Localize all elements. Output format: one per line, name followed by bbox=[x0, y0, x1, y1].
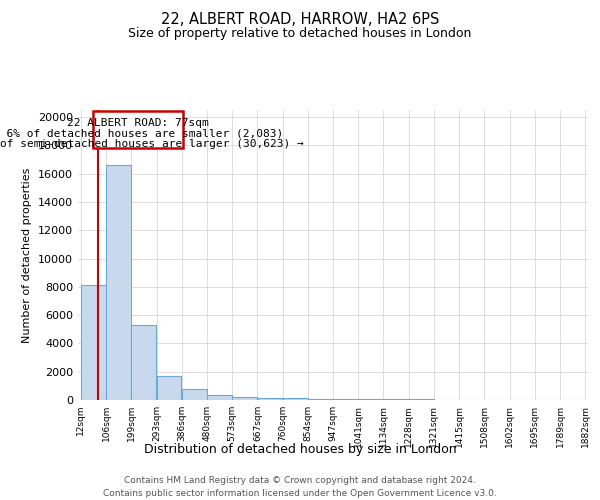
Bar bbox=[283, 398, 308, 400]
Text: Contains public sector information licensed under the Open Government Licence v3: Contains public sector information licen… bbox=[103, 489, 497, 498]
Text: ← 6% of detached houses are smaller (2,083): ← 6% of detached houses are smaller (2,0… bbox=[0, 128, 283, 138]
Text: Distribution of detached houses by size in London: Distribution of detached houses by size … bbox=[143, 442, 457, 456]
Bar bbox=[257, 398, 283, 400]
Text: 22 ALBERT ROAD: 77sqm: 22 ALBERT ROAD: 77sqm bbox=[67, 118, 209, 128]
Bar bbox=[308, 399, 333, 400]
Bar bbox=[106, 165, 131, 400]
Bar bbox=[207, 394, 232, 400]
Bar bbox=[333, 399, 358, 400]
Bar bbox=[157, 376, 181, 400]
Text: 93% of semi-detached houses are larger (30,623) →: 93% of semi-detached houses are larger (… bbox=[0, 139, 304, 149]
Y-axis label: Number of detached properties: Number of detached properties bbox=[22, 168, 32, 342]
Bar bbox=[358, 399, 383, 400]
Bar bbox=[131, 325, 157, 400]
Bar bbox=[232, 396, 257, 400]
Bar bbox=[182, 388, 207, 400]
Text: 22, ALBERT ROAD, HARROW, HA2 6PS: 22, ALBERT ROAD, HARROW, HA2 6PS bbox=[161, 12, 439, 28]
Text: Size of property relative to detached houses in London: Size of property relative to detached ho… bbox=[128, 28, 472, 40]
Bar bbox=[81, 286, 106, 400]
FancyBboxPatch shape bbox=[93, 112, 183, 148]
Text: Contains HM Land Registry data © Crown copyright and database right 2024.: Contains HM Land Registry data © Crown c… bbox=[124, 476, 476, 485]
